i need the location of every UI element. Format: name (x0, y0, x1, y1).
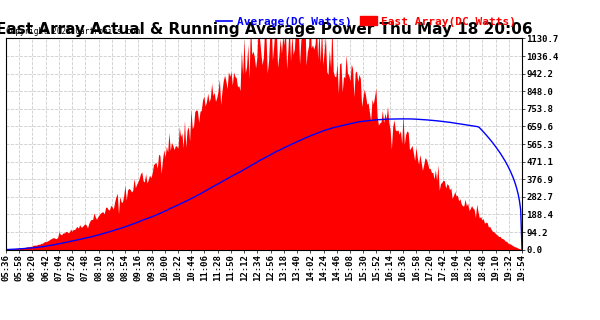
Title: East Array Actual & Running Average Power Thu May 18 20:06: East Array Actual & Running Average Powe… (0, 22, 532, 37)
Text: Copyright 2023 Cartronics.com: Copyright 2023 Cartronics.com (6, 27, 140, 36)
Legend: Average(DC Watts), East Array(DC Watts): Average(DC Watts), East Array(DC Watts) (215, 17, 517, 27)
